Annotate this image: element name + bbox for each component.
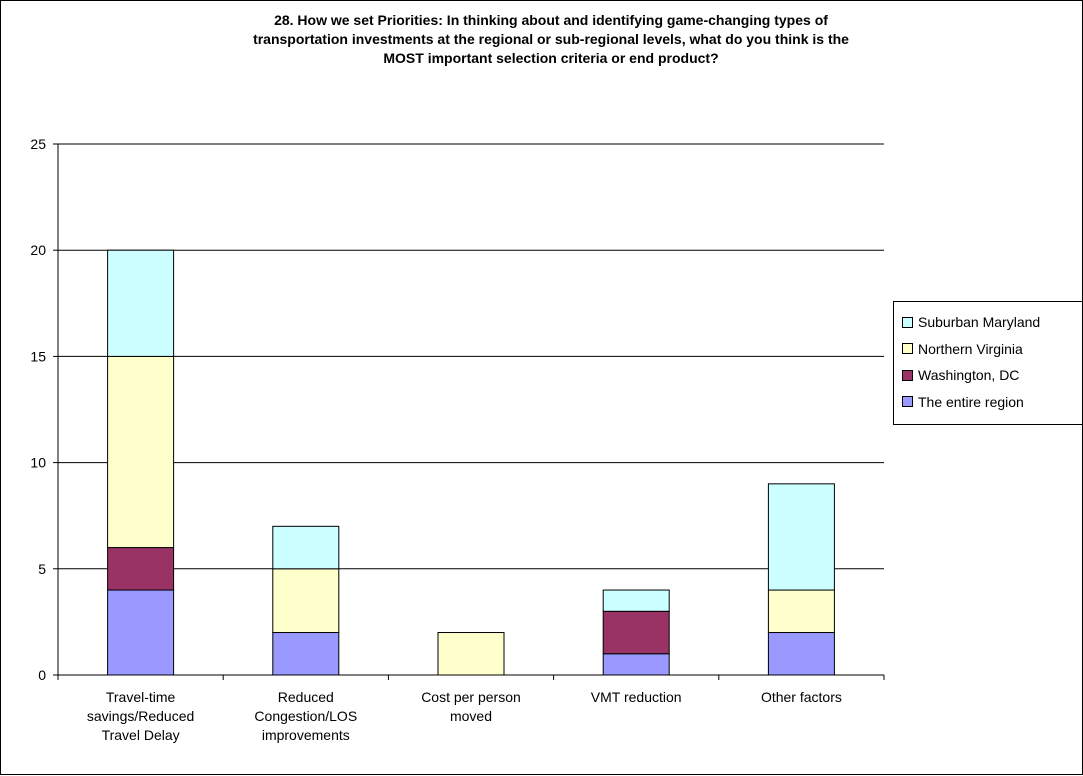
y-tick-label: 10 [30,455,46,471]
legend-swatch [902,396,913,408]
bar-segment [767,632,835,676]
x-tick-label: improvements [262,727,350,743]
bar-segment [272,568,340,634]
x-tick-label: savings/Reduced [87,708,194,724]
bar-segment [437,632,505,676]
bar-segment [602,653,670,676]
x-tick-label: Other factors [761,689,842,705]
chart-title-line: transportation investments at the region… [253,31,849,47]
x-tick-label: Cost per person [421,689,521,705]
chart-title: 28. How we set Priorities: In thinking a… [111,11,991,68]
y-tick-label: 20 [30,242,46,258]
legend-swatch [902,343,913,355]
legend-item: Washington, DC [894,362,1082,389]
x-tick-label: Congestion/LOS [254,708,357,724]
bar-segment [107,355,175,549]
bar-segment [107,547,175,591]
chart-title-line: 28. How we set Priorities: In thinking a… [274,12,828,28]
x-tick-label: Reduced [278,689,334,705]
x-tick-label: moved [450,708,492,724]
legend-item: Northern Virginia [894,336,1082,363]
bar-segment [272,525,340,570]
legend-swatch [902,369,913,381]
legend-label: Northern Virginia [918,340,1023,357]
y-tick-label: 0 [38,667,46,683]
x-tick-label: VMT reduction [591,689,682,705]
x-tick-label: Travel-time [106,689,176,705]
legend-swatch [902,316,913,328]
chart-title-line: MOST important selection criteria or end… [383,50,719,66]
bar-segment [602,589,670,612]
bar-segment [107,589,175,676]
legend-item: The entire region [894,389,1082,416]
bar-segment [767,589,835,634]
chart-legend: Suburban Maryland Northern Virginia Washin… [893,301,1083,425]
legend-label: The entire region [918,393,1024,410]
y-tick-label: 15 [30,348,46,364]
bar-segment [602,610,670,655]
legend-item: Suburban Maryland [894,309,1082,336]
y-tick-label: 25 [30,136,46,152]
bar-segment [272,632,340,676]
y-tick-label: 5 [38,561,46,577]
bar-segment [107,249,175,357]
x-tick-label: Travel Delay [102,727,180,743]
legend-label: Suburban Maryland [918,314,1041,331]
legend-label: Washington, DC [918,367,1020,384]
bar-segment [767,483,835,591]
